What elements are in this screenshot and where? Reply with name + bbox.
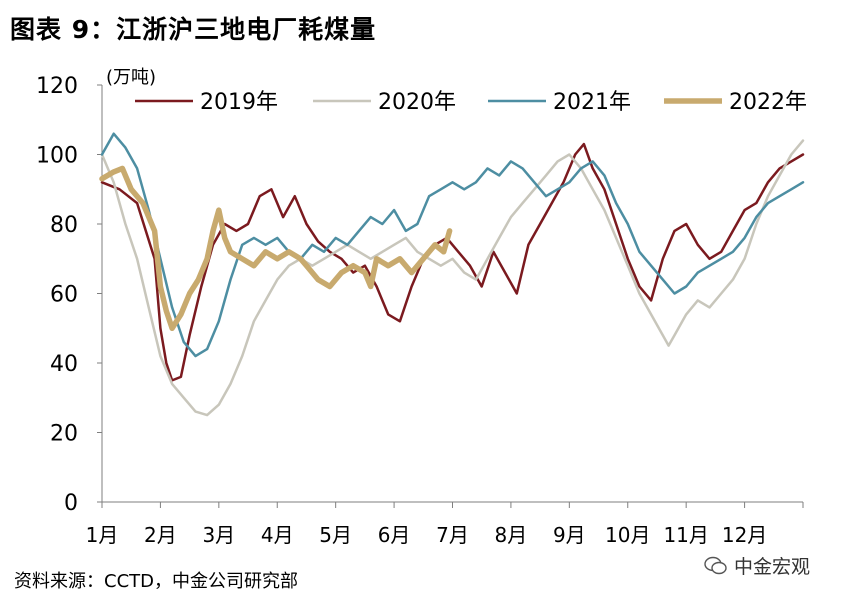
x-tick-label: 10月	[605, 523, 650, 547]
chart-title: 图表 9：江浙沪三地电厂耗煤量	[10, 15, 377, 44]
watermark-text: 中金宏观	[734, 556, 811, 578]
y-tick-label: 0	[64, 491, 78, 516]
legend-label: 2020年	[378, 90, 456, 115]
y-tick-label: 20	[50, 422, 78, 447]
series-line-2021年	[100, 132, 805, 358]
watermark: 中金宏观	[704, 552, 810, 579]
legend-label: 2022年	[729, 90, 807, 115]
unit-label: (万吨)	[106, 67, 156, 88]
x-tick-label: 4月	[261, 523, 294, 547]
x-tick-label: 11月	[663, 523, 708, 547]
series-lines	[99, 132, 805, 417]
series-line-2019年	[100, 142, 805, 382]
x-tick-label: 12月	[722, 523, 767, 547]
legend: 2019年 2020年 2021年 2022年	[135, 90, 807, 115]
x-tick-label: 6月	[378, 523, 411, 547]
x-tick-label: 7月	[436, 523, 469, 547]
source-note: 资料来源：CCTD，中金公司研究部	[14, 571, 298, 592]
legend-label: 2021年	[553, 90, 631, 115]
y-tick-label: 100	[36, 144, 78, 169]
y-tick-label: 60	[50, 283, 78, 308]
x-tick-label: 5月	[319, 523, 352, 547]
y-tick-label: 40	[50, 352, 78, 377]
series-line-2020年	[100, 139, 805, 417]
y-tick-label: 120	[36, 74, 78, 99]
x-tick-label: 1月	[86, 523, 119, 547]
x-tick-label: 2月	[144, 523, 177, 547]
x-tick-label: 3月	[202, 523, 235, 547]
x-tick-label: 9月	[553, 523, 586, 547]
y-ticks: 0 20 40 60 80 100 120	[36, 74, 102, 516]
x-ticks: 1月 2月 3月 4月 5月 6月 7月 8月 9月 10月 11月 12月	[86, 502, 804, 547]
series-line-2022年	[99, 165, 453, 332]
x-tick-label: 8月	[495, 523, 528, 547]
legend-label: 2019年	[200, 90, 278, 115]
y-tick-label: 80	[50, 213, 78, 238]
wechat-icon	[704, 556, 727, 574]
